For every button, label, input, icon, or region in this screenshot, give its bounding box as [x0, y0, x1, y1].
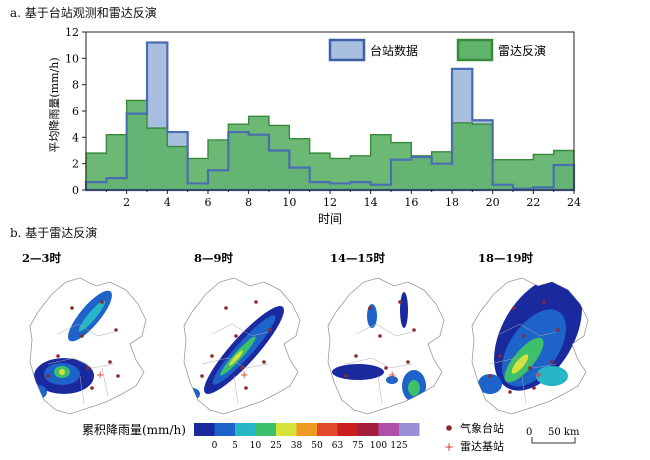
x-axis-label: 时间: [318, 212, 342, 226]
colorbar-segment: [214, 423, 235, 436]
x-tick-label: 4: [164, 196, 171, 209]
colorbar-segment: [317, 423, 338, 436]
section-b-title: b. 基于雷达反演: [10, 226, 98, 240]
svg-text:+: +: [240, 370, 248, 381]
colorbar-tick-label: 38: [291, 441, 303, 451]
colorbar-tick-label: 75: [352, 441, 364, 451]
colorbar-tick-label: 125: [390, 441, 407, 451]
svg-text:+: +: [534, 370, 542, 381]
x-tick-label: 8: [245, 196, 252, 209]
map-title-1: 2—3时: [22, 251, 62, 265]
svg-text:+: +: [388, 370, 396, 381]
station-legend-label: 气象台站: [460, 421, 504, 435]
y-tick-label: 4: [72, 131, 79, 144]
map-legend-row: 累积降雨量(mm/h) 0 5 10 25 38 50 63 75 100 125 气象台站 + …: [82, 421, 580, 454]
colorbar-segment: [235, 423, 256, 436]
x-tick-label: 18: [445, 196, 459, 209]
colorbar-segment: [399, 423, 420, 436]
rain-field-2: [184, 306, 284, 400]
station-marker-icon: [446, 425, 452, 431]
rain-field-4: [478, 278, 582, 394]
scale-start-label: 0: [526, 427, 532, 438]
colorbar-segment: [276, 423, 297, 436]
colorbar-label: 累积降雨量(mm/h): [82, 423, 186, 437]
colorbar: 0 5 10 25 38 50 63 75 100 125: [194, 423, 420, 451]
y-tick-label: 0: [72, 184, 79, 197]
legend-label-radar: 雷达反演: [498, 43, 546, 58]
chart-legend: 台站数据 雷达反演: [328, 38, 546, 62]
colorbar-tick-label: 100: [370, 441, 387, 451]
x-tick-label: 14: [364, 196, 378, 209]
rain-field-1: [30, 290, 112, 399]
legend-swatch-radar: [456, 38, 494, 62]
map-panel-2: 8—9时 +: [183, 251, 301, 415]
map-panel-1: 2—3时 +: [22, 251, 147, 415]
x-tick-label: 16: [404, 196, 418, 209]
x-tick-label: 6: [205, 196, 212, 209]
colorbar-segment: [255, 423, 276, 436]
colorbar-segment: [358, 423, 379, 436]
map-title-4: 18—19时: [478, 251, 534, 265]
x-tick-label: 22: [526, 196, 540, 209]
rain-field-3: [332, 292, 426, 402]
series-station-outline: [84, 41, 576, 192]
x-tick-label: 2: [123, 196, 130, 209]
section-a-title: a. 基于台站观测和雷达反演: [10, 6, 157, 20]
x-tick-label: 12: [323, 196, 337, 209]
x-tick-label: 20: [486, 196, 500, 209]
map-title-3: 14—15时: [330, 251, 386, 265]
map-panels: 2—3时 + 8—9时: [22, 251, 589, 415]
map-title-2: 8—9时: [194, 251, 234, 265]
svg-text:+: +: [96, 370, 104, 381]
y-tick-label: 8: [72, 79, 79, 92]
y-tick-label: 10: [65, 52, 79, 65]
map-panel-3: 14—15时 +: [327, 251, 445, 415]
scale-end-label: 50 km: [548, 427, 580, 438]
colorbar-segment: [378, 423, 399, 436]
radar-legend-label: 雷达基站: [460, 439, 504, 453]
y-tick-label: 6: [72, 105, 79, 118]
map-panel-4: 18—19时 +: [471, 251, 589, 415]
colorbar-tick-label: 10: [250, 441, 262, 451]
colorbar-tick-label: 5: [232, 441, 238, 451]
y-tick-label: 2: [72, 158, 79, 171]
colorbar-tick-label: 25: [270, 441, 282, 451]
legend-swatch-station: [328, 38, 366, 62]
colorbar-segment: [337, 423, 358, 436]
y-axis-label: 平均降雨量(mm/h): [47, 57, 61, 152]
colorbar-segment: [194, 423, 215, 436]
colorbar-tick-label: 50: [311, 441, 323, 451]
radar-marker-icon: +: [444, 440, 454, 454]
y-tick-label: 12: [65, 26, 79, 39]
scale-bar: 0 50 km: [526, 427, 580, 444]
x-tick-label: 24: [567, 196, 581, 209]
colorbar-tick-label: 0: [212, 441, 218, 451]
colorbar-segment: [296, 423, 317, 436]
legend-label-station: 台站数据: [370, 43, 418, 58]
colorbar-tick-label: 63: [332, 441, 344, 451]
x-tick-label: 10: [282, 196, 296, 209]
